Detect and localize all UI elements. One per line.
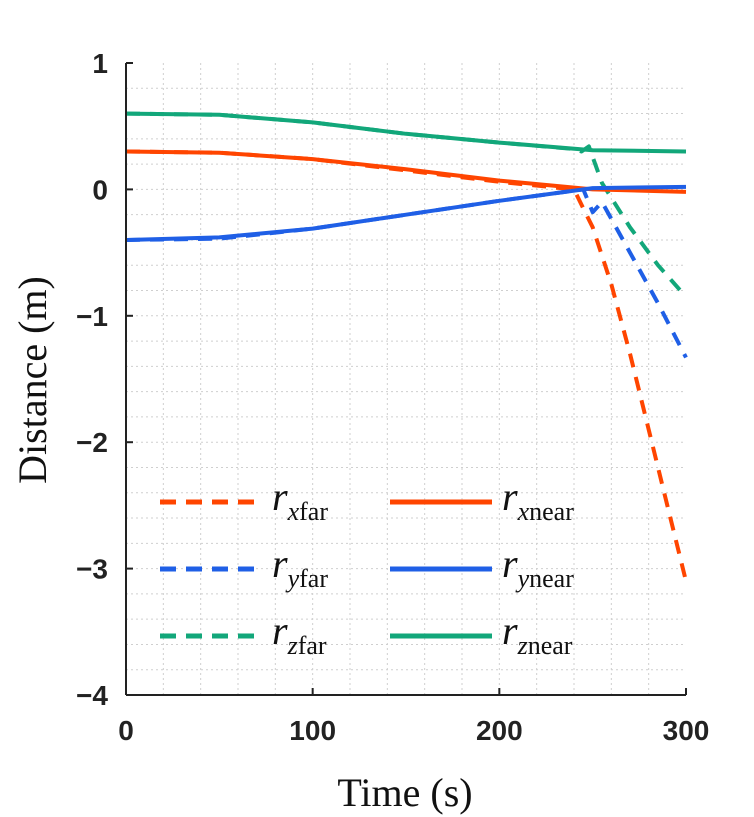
y-tick-label: −1 bbox=[76, 301, 108, 332]
x-tick-label: 200 bbox=[476, 715, 523, 746]
legend-label: ryfar bbox=[272, 541, 328, 593]
y-axis-label: Distance (m) bbox=[10, 276, 55, 484]
y-tick-label: −2 bbox=[76, 427, 108, 458]
legend-item-r-zfar: rzfar bbox=[160, 608, 327, 660]
legend-label: rynear bbox=[502, 541, 574, 593]
legend: rxfar ryfar rzfar rxnear rynear rznear bbox=[160, 474, 574, 660]
x-axis-label: Time (s) bbox=[337, 770, 472, 815]
legend-label: rxnear bbox=[502, 474, 574, 526]
axes bbox=[125, 62, 687, 696]
legend-item-r-znear: rznear bbox=[390, 608, 573, 660]
legend-item-r-yfar: ryfar bbox=[160, 541, 328, 593]
legend-item-r-xfar: rxfar bbox=[160, 474, 328, 526]
series-lines bbox=[125, 111, 688, 582]
legend-label: rzfar bbox=[272, 608, 327, 660]
grid bbox=[126, 63, 686, 695]
legend-label: rxfar bbox=[272, 474, 328, 526]
series-line-r-znear bbox=[125, 111, 687, 154]
tick-labels: 0 100 200 300 1 0 −1 −2 −3 −4 bbox=[76, 48, 709, 746]
x-tick-label: 300 bbox=[663, 715, 710, 746]
y-tick-label: −3 bbox=[76, 554, 108, 585]
series-line-r-zfar bbox=[125, 111, 688, 299]
legend-item-r-xnear: rxnear bbox=[390, 474, 574, 526]
x-tick-label: 0 bbox=[118, 715, 134, 746]
series-line-r-xfar bbox=[125, 149, 688, 582]
legend-item-r-ynear: rynear bbox=[390, 541, 574, 593]
x-tick-label: 100 bbox=[289, 715, 336, 746]
y-tick-label: −4 bbox=[76, 680, 108, 711]
series-line-r-ynear bbox=[125, 184, 687, 242]
y-tick-label: 0 bbox=[92, 174, 108, 205]
y-tick-label: 1 bbox=[92, 48, 108, 79]
legend-label: rznear bbox=[502, 608, 573, 660]
